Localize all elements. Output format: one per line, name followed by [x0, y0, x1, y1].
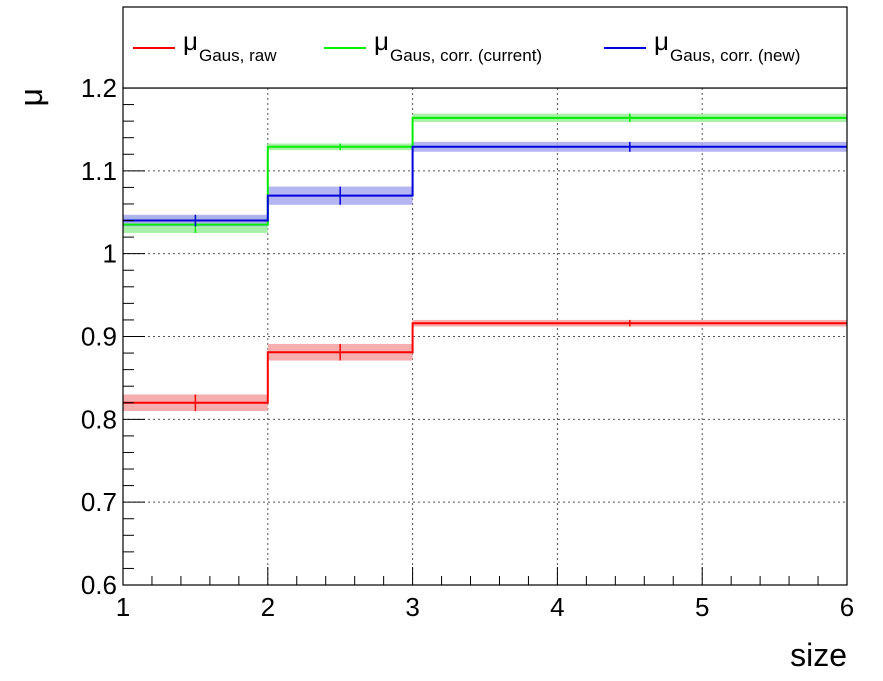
legend: μ Gaus, raw μ Gaus, corr. (current) μ Gaus, c…	[122, 6, 848, 89]
x-tick-label: 5	[695, 592, 709, 622]
x-tick-label: 2	[261, 592, 275, 622]
grid	[123, 88, 847, 585]
y-tick-labels: 0.6 0.7 0.8 0.9 1 1.1 1.2	[81, 73, 117, 600]
y-tick-label: 0.9	[81, 322, 117, 352]
y-axis-title: μ	[13, 88, 49, 106]
step-line-series-2	[123, 145, 847, 222]
legend-label-2: Gaus, corr. (new)	[670, 46, 800, 65]
legend-symbol-1: μ	[374, 26, 389, 56]
y-tick-label: 1.2	[81, 73, 117, 103]
x-tick-label: 4	[550, 592, 564, 622]
y-tick-label: 1	[103, 239, 117, 269]
error-bands	[123, 113, 847, 412]
legend-symbol-0: μ	[183, 26, 198, 56]
x-tick-label: 1	[116, 592, 130, 622]
step-line-series-0	[123, 322, 847, 404]
legend-box	[122, 6, 848, 89]
error-bars	[194, 113, 631, 412]
x-tick-label: 3	[405, 592, 419, 622]
y-tick-label: 0.8	[81, 404, 117, 434]
legend-label-1: Gaus, corr. (current)	[390, 46, 542, 65]
y-tick-label: 1.1	[81, 156, 117, 186]
x-tick-label: 6	[840, 592, 854, 622]
legend-label-0: Gaus, raw	[199, 46, 277, 65]
x-axis-title: size	[790, 637, 847, 673]
x-tick-labels: 1 2 3 4 5 6	[116, 592, 854, 622]
y-tick-label: 0.6	[81, 570, 117, 600]
axis-ticks	[122, 87, 848, 586]
y-tick-label: 0.7	[81, 487, 117, 517]
legend-symbol-2: μ	[654, 26, 669, 56]
step-lines	[123, 116, 847, 404]
